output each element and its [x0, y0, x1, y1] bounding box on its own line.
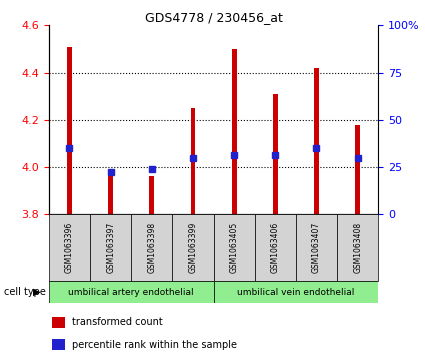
- Title: GDS4778 / 230456_at: GDS4778 / 230456_at: [144, 11, 283, 24]
- FancyBboxPatch shape: [213, 214, 255, 281]
- Bar: [190, 108, 196, 214]
- Text: GSM1063398: GSM1063398: [147, 222, 156, 273]
- Bar: [314, 68, 319, 214]
- Text: cell type: cell type: [4, 287, 46, 297]
- Bar: [149, 176, 154, 214]
- FancyBboxPatch shape: [296, 214, 337, 281]
- FancyBboxPatch shape: [131, 214, 173, 281]
- FancyBboxPatch shape: [255, 214, 296, 281]
- FancyBboxPatch shape: [173, 214, 213, 281]
- Text: umbilical artery endothelial: umbilical artery endothelial: [68, 288, 194, 297]
- Bar: [67, 47, 72, 214]
- Bar: [273, 94, 278, 214]
- Text: umbilical vein endothelial: umbilical vein endothelial: [237, 288, 354, 297]
- Text: percentile rank within the sample: percentile rank within the sample: [72, 340, 237, 350]
- FancyBboxPatch shape: [213, 281, 378, 303]
- Text: GSM1063396: GSM1063396: [65, 222, 74, 273]
- Text: GSM1063406: GSM1063406: [271, 222, 280, 273]
- Text: GSM1063399: GSM1063399: [188, 222, 198, 273]
- FancyBboxPatch shape: [49, 281, 213, 303]
- FancyBboxPatch shape: [49, 214, 90, 281]
- Bar: [355, 125, 360, 214]
- Text: GSM1063397: GSM1063397: [106, 222, 115, 273]
- Text: GSM1063407: GSM1063407: [312, 222, 321, 273]
- Bar: [232, 49, 237, 214]
- Text: transformed count: transformed count: [72, 317, 163, 327]
- Text: GSM1063408: GSM1063408: [353, 222, 362, 273]
- FancyBboxPatch shape: [90, 214, 131, 281]
- Bar: [52, 339, 65, 350]
- Bar: [108, 174, 113, 214]
- FancyBboxPatch shape: [337, 214, 378, 281]
- Text: GSM1063405: GSM1063405: [230, 222, 239, 273]
- Bar: [52, 317, 65, 328]
- Text: ▶: ▶: [33, 287, 41, 297]
